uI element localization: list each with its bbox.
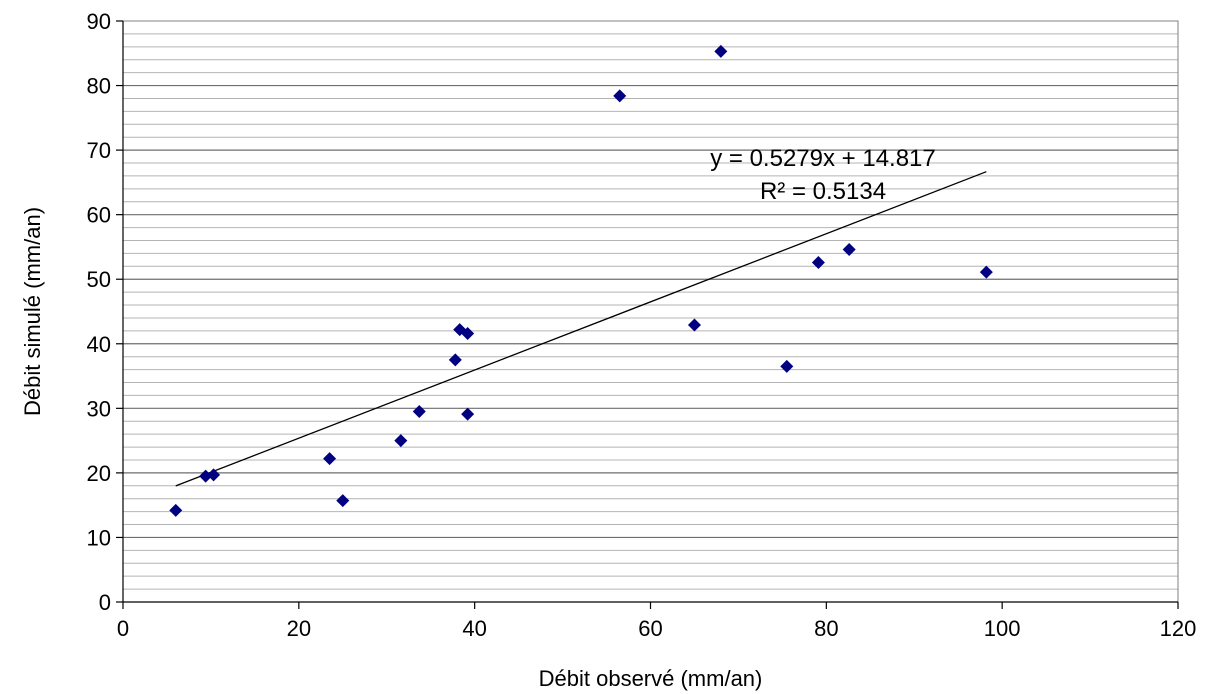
x-tick-label: 120 <box>1160 616 1197 641</box>
data-point <box>613 89 627 103</box>
data-point <box>842 243 856 257</box>
y-tick-label: 70 <box>87 138 111 163</box>
trendline-r-squared: R² = 0.5134 <box>760 178 886 205</box>
data-point <box>199 469 213 483</box>
y-tick-label: 10 <box>87 525 111 550</box>
y-tick-label: 60 <box>87 203 111 228</box>
data-point <box>412 405 426 419</box>
y-tick-label: 30 <box>87 396 111 421</box>
data-point <box>979 265 993 279</box>
x-tick-label: 40 <box>462 616 486 641</box>
axes: 0 20 40 60 80 100 120 0 10 20 30 40 50 60 70 80 90 <box>87 9 1197 641</box>
trendline-group <box>175 171 987 487</box>
data-point <box>336 494 350 508</box>
y-tick-label: 90 <box>87 9 111 34</box>
data-point <box>461 326 475 340</box>
data-point <box>169 503 183 517</box>
data-point <box>394 434 408 448</box>
y-tick-label: 40 <box>87 332 111 357</box>
data-point <box>207 468 221 482</box>
x-tick-label: 60 <box>638 616 662 641</box>
data-point <box>687 318 701 332</box>
data-points <box>169 44 993 517</box>
data-point <box>714 44 728 58</box>
grid-lines <box>123 33 1178 590</box>
data-point <box>448 353 462 367</box>
x-axis-title: Débit observé (mm/an) <box>539 666 763 691</box>
plot-area <box>122 20 1179 603</box>
data-point <box>780 359 794 373</box>
trendline <box>175 171 987 487</box>
y-tick-label: 0 <box>99 590 111 615</box>
x-tick-label: 100 <box>984 616 1021 641</box>
x-tick-label: 20 <box>287 616 311 641</box>
y-axis-title: Débit simulé (mm/an) <box>20 207 45 416</box>
y-tick-label: 20 <box>87 461 111 486</box>
y-tick-label: 80 <box>87 74 111 99</box>
x-tick-label: 0 <box>117 616 129 641</box>
x-tick-label: 80 <box>814 616 838 641</box>
data-point <box>811 255 825 269</box>
data-point <box>461 407 475 421</box>
trendline-equation: y = 0.5279x + 14.817 <box>710 145 936 172</box>
y-tick-label: 50 <box>87 267 111 292</box>
data-point <box>323 452 337 466</box>
